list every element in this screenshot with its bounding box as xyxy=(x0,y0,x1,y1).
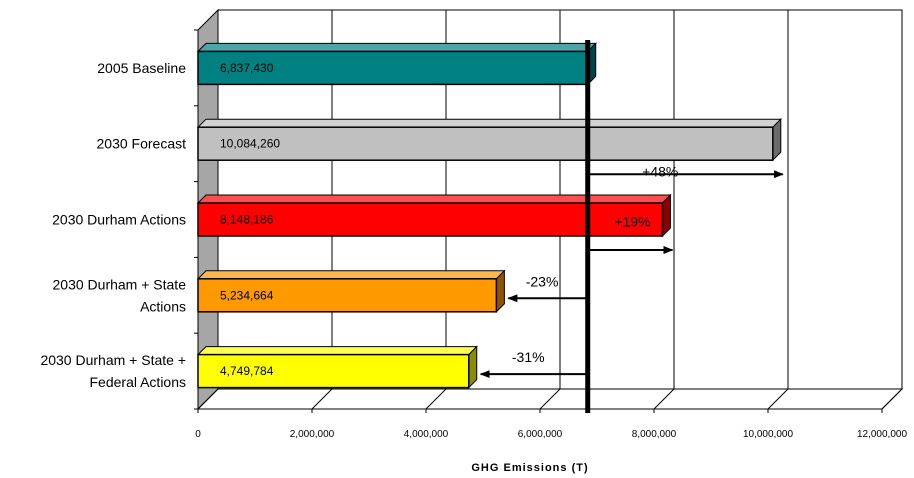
bar-top xyxy=(196,270,506,280)
value-label: 6,837,430 xyxy=(220,61,274,75)
change-label: -31% xyxy=(512,349,545,365)
bar-top xyxy=(196,194,672,204)
bar xyxy=(197,278,498,313)
category-label: 2030 Durham Actions xyxy=(52,212,186,228)
category-label: 2030 Durham + State xyxy=(53,276,187,292)
bar xyxy=(197,353,470,389)
x-tick-label: 12,000,000 xyxy=(857,429,907,440)
bar-side xyxy=(661,193,671,238)
bar xyxy=(197,50,589,86)
bar-side xyxy=(468,345,478,389)
change-label: -23% xyxy=(526,273,559,289)
value-label: 10,084,260 xyxy=(220,137,280,151)
change-label: +48% xyxy=(642,164,678,180)
floor-gridline xyxy=(311,388,333,410)
change-label: +19% xyxy=(614,214,650,230)
x-tick-label: 0 xyxy=(195,429,201,440)
category-labels: 2005 Baseline 2030 Forecast 2030 Durham Ac… xyxy=(40,60,186,390)
category-label: 2030 Forecast xyxy=(97,136,187,152)
bar-top xyxy=(196,346,478,356)
bar-side xyxy=(495,269,505,314)
category-label: Actions xyxy=(140,298,186,314)
bars: 6,837,430 10,084,260 8,148,186 5,234,664 4,7… xyxy=(196,42,783,389)
x-tick-label: 10,000,000 xyxy=(743,429,793,440)
x-tick-label: 2,000,000 xyxy=(290,429,335,440)
bar-side xyxy=(772,117,782,162)
value-label: 8,148,186 xyxy=(220,213,274,227)
value-label: 5,234,664 xyxy=(220,288,274,302)
value-label: 4,749,784 xyxy=(220,364,274,378)
floor-gridline xyxy=(425,388,447,410)
floor-gridline xyxy=(539,388,561,410)
floor-gridline xyxy=(653,388,675,410)
change-arrows: +48% +19% -23% -31% xyxy=(479,164,784,379)
bar xyxy=(197,126,774,161)
bar-top xyxy=(196,118,783,128)
category-label: 2030 Durham + State + xyxy=(40,352,186,368)
floor-gridline xyxy=(881,388,903,410)
category-label: 2005 Baseline xyxy=(97,60,186,76)
bar xyxy=(197,202,664,237)
x-tick-label: 4,000,000 xyxy=(404,429,449,440)
bar-top xyxy=(196,42,597,52)
x-axis-title: GHG Emissions (T) xyxy=(471,462,588,474)
x-tick-label: 6,000,000 xyxy=(518,429,563,440)
x-axis: 0 2,000,000 4,000,000 6,000,000 8,000,000 10,… xyxy=(194,29,907,440)
floor-gridline xyxy=(197,388,219,410)
floor-gridline xyxy=(767,388,789,410)
category-label: Federal Actions xyxy=(90,374,187,390)
x-tick-label: 8,000,000 xyxy=(632,429,677,440)
